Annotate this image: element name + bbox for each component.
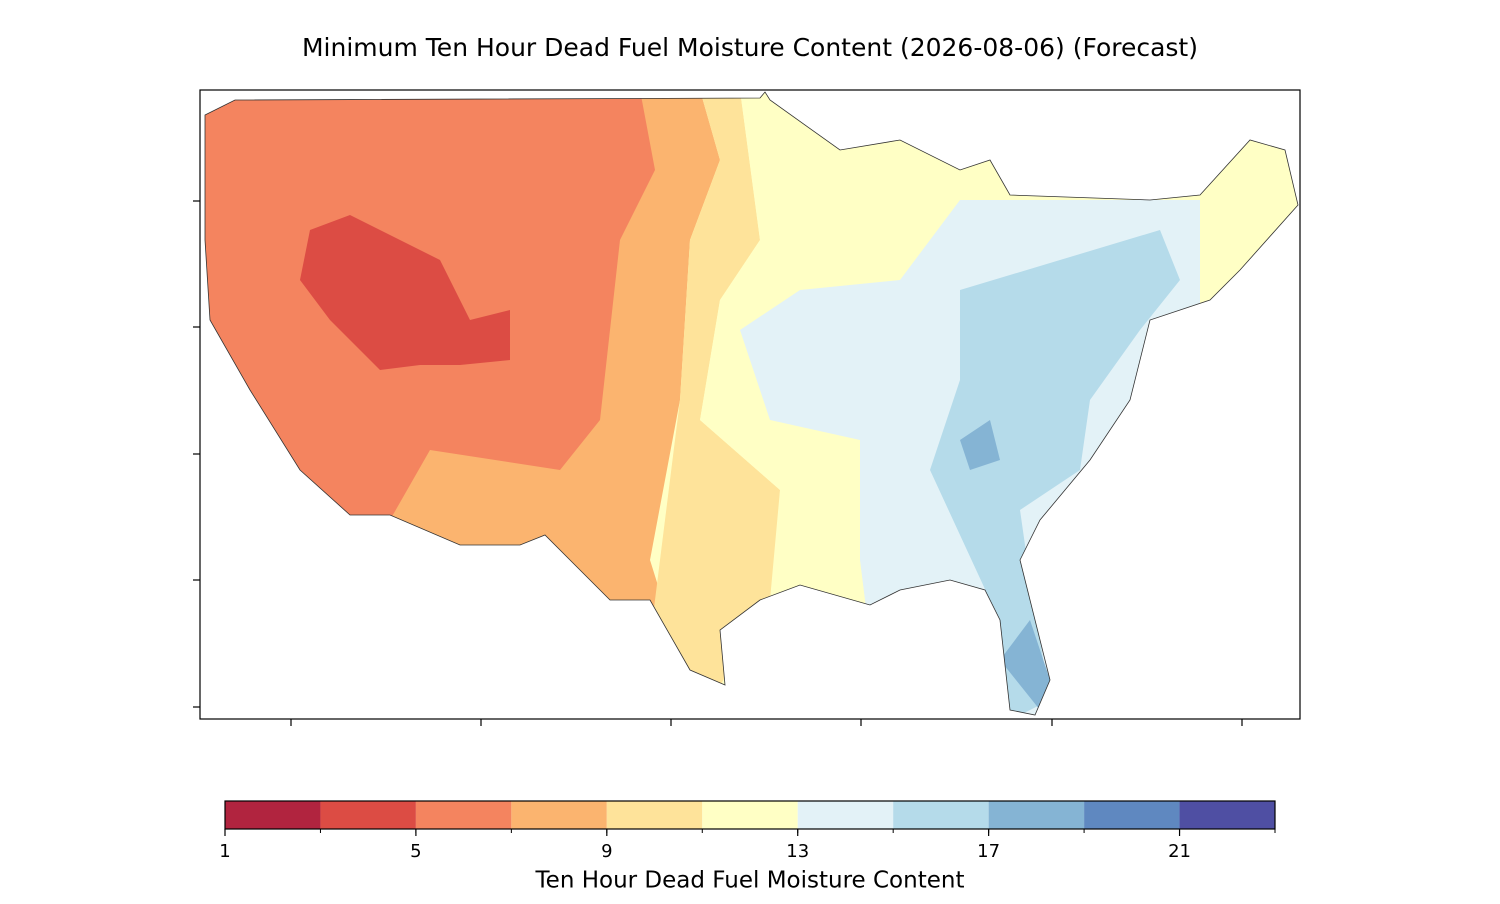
colorbar: 1 5 9 13 17 21 <box>219 800 1276 862</box>
colorbar-label: Ten Hour Dead Fuel Moisture Content <box>535 868 965 894</box>
us-outline <box>204 91 1299 716</box>
colorbar-tick-label: 21 <box>1168 841 1191 862</box>
colorbar-tick-label: 9 <box>601 841 612 862</box>
region <box>300 215 510 370</box>
colorbar-swatch <box>606 801 703 829</box>
region <box>640 92 780 715</box>
colorbar-tick-label: 5 <box>410 841 421 862</box>
colorbar-swatch <box>320 801 416 829</box>
region <box>960 420 1050 710</box>
colorbar-swatch <box>893 801 989 829</box>
colorbar-tick-label: 1 <box>219 841 230 862</box>
colorbar-swatch <box>1179 801 1275 829</box>
colorbar-swatch <box>415 801 512 829</box>
colorbar-swatch <box>702 801 798 829</box>
map-frame <box>199 89 1301 720</box>
colorbar-swatch <box>225 801 321 829</box>
colorbar-frame <box>224 800 1276 830</box>
colorbar-tick-label: 13 <box>786 841 809 862</box>
colorbar-swatch <box>797 801 894 829</box>
region <box>930 230 1180 715</box>
colorbar-swatch <box>1084 801 1180 829</box>
colorbar-swatch <box>511 801 607 829</box>
map-fill <box>205 92 1298 715</box>
title: Minimum Ten Hour Dead Fuel Moisture Cont… <box>302 33 1198 62</box>
colorbar-tick-label: 17 <box>977 841 1000 862</box>
region <box>1200 92 1298 260</box>
colorbar-swatch <box>988 801 1085 829</box>
frame-ticks <box>193 200 1243 726</box>
